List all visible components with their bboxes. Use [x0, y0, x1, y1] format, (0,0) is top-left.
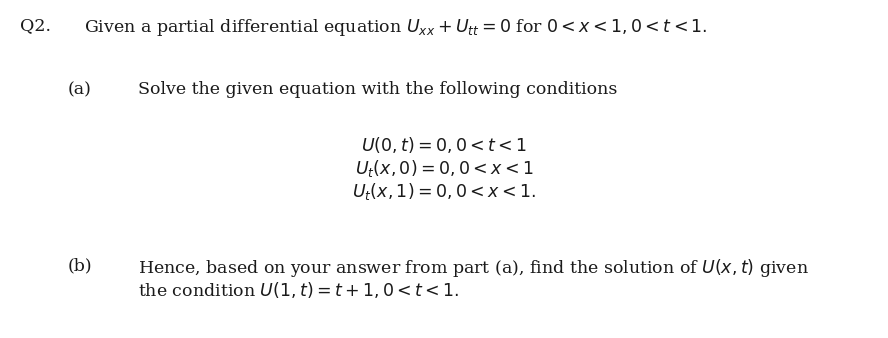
Text: Q2.: Q2. — [20, 17, 51, 34]
Text: Solve the given equation with the following conditions: Solve the given equation with the follow… — [138, 81, 617, 98]
Text: the condition $U(1, t) = t + 1, 0 < t < 1.$: the condition $U(1, t) = t + 1, 0 < t < … — [138, 280, 459, 300]
Text: $U_t(x,1) = 0, 0 < x < 1.$: $U_t(x,1) = 0, 0 < x < 1.$ — [353, 181, 535, 202]
Text: Given a partial differential equation $U_{xx} + U_{tt} = 0$ for $0 < x < 1, 0 < : Given a partial differential equation $U… — [84, 17, 708, 38]
Text: Hence, based on your answer from part (a), find the solution of $U(x, t)$ given: Hence, based on your answer from part (a… — [138, 257, 808, 279]
Text: (a): (a) — [67, 81, 91, 98]
Text: (b): (b) — [67, 257, 92, 274]
Text: $U_t(x,0) = 0, 0 < x < 1$: $U_t(x,0) = 0, 0 < x < 1$ — [355, 158, 533, 179]
Text: $U(0,t) = 0, 0 < t < 1$: $U(0,t) = 0, 0 < t < 1$ — [361, 135, 527, 155]
